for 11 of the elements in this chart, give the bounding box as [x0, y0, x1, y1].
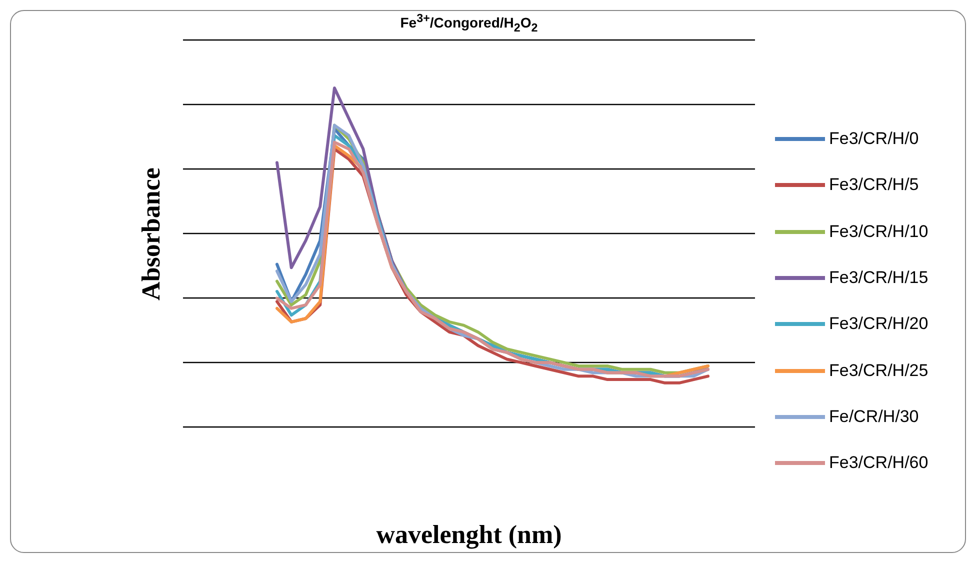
legend-label: Fe3/CR/H/60 — [829, 453, 928, 474]
legend-label: Fe3/CR/H/0 — [829, 129, 919, 150]
legend-label: Fe3/CR/H/10 — [829, 222, 928, 242]
chart-title: Fe$^{3+}$/Congored/H$_{2}$O$_{2}$ — [399, 12, 539, 34]
x-axis-title: wavelenght (nm) — [375, 520, 563, 550]
legend-label: Fe3/CR/H/5 — [829, 175, 919, 196]
legend-label: Fe3/CR/H/15 — [829, 268, 928, 288]
legend-label: Fe3/CR/H/20 — [829, 314, 928, 334]
legend-label: Fe/CR/H/30 — [829, 406, 919, 427]
y-axis-title: Absorbance — [136, 167, 166, 300]
legend-label: Fe3/CR/H/25 — [829, 360, 928, 381]
